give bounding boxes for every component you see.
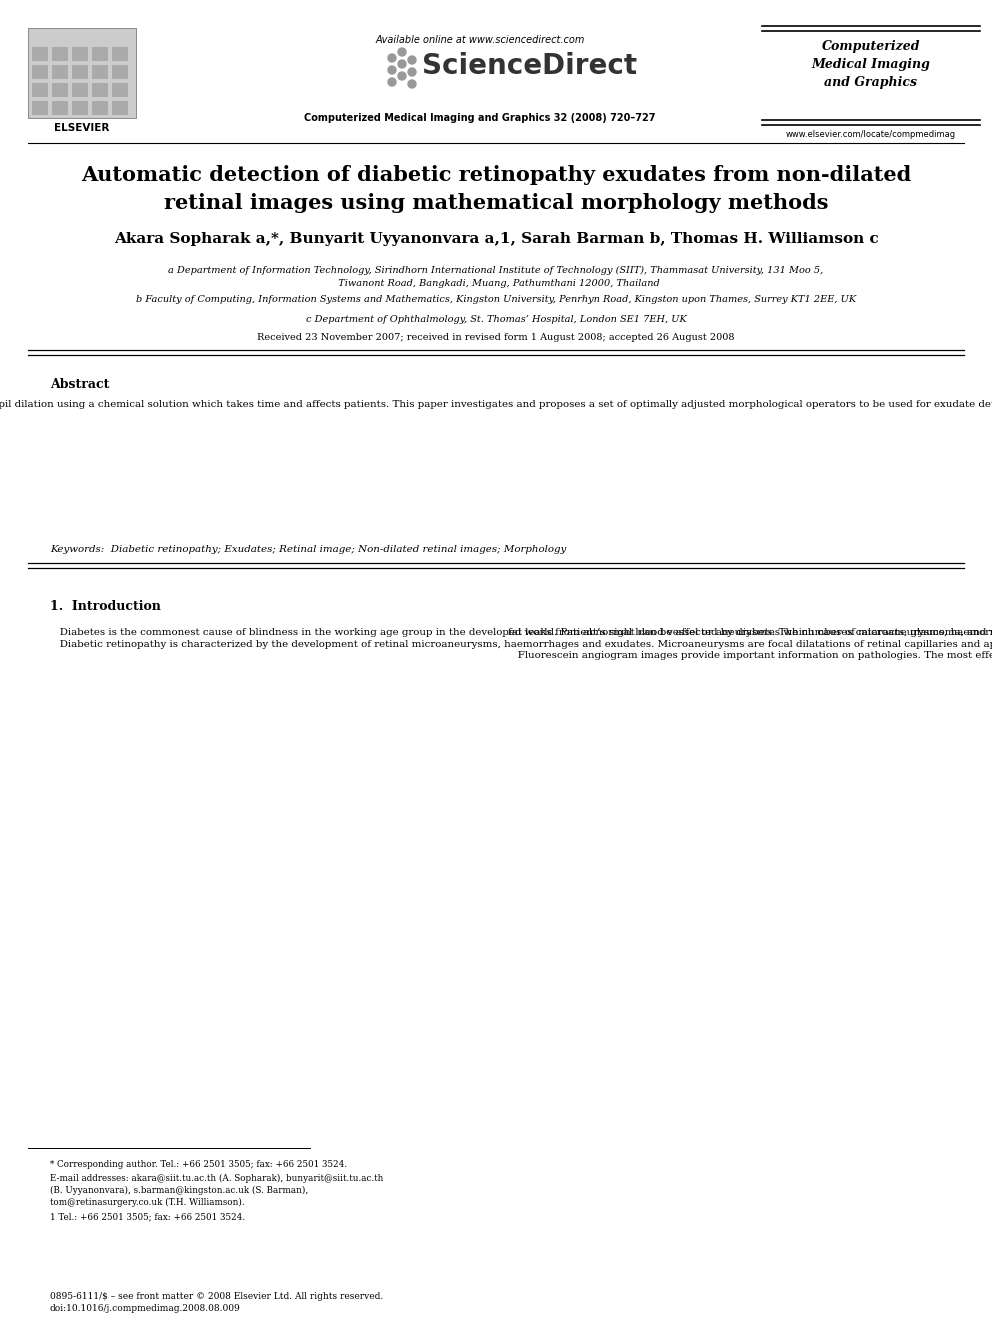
Text: Computerized
Medical Imaging
and Graphics: Computerized Medical Imaging and Graphic… [811, 40, 930, 89]
Bar [52, 83, 68, 97]
Bar [92, 65, 108, 79]
Text: a Department of Information Technology, Sirindhorn International Institute of Te: a Department of Information Technology, … [169, 266, 823, 287]
Text: Akara Sopharak a,*, Bunyarit Uyyanonvara a,1, Sarah Barman b, Thomas H. Williams: Akara Sopharak a,*, Bunyarit Uyyanonvara… [114, 232, 878, 246]
Text: Diabetes is the commonest cause of blindness in the working age group in the dev: Diabetes is the commonest cause of blind… [50, 628, 992, 650]
Bar [92, 48, 108, 61]
Bar [52, 65, 68, 79]
Circle shape [388, 54, 396, 62]
Bar [112, 101, 128, 115]
Text: 1.  Introduction: 1. Introduction [50, 601, 161, 613]
Text: www.elsevier.com/locate/compmedimag: www.elsevier.com/locate/compmedimag [786, 130, 956, 139]
Bar [32, 48, 48, 61]
Circle shape [388, 66, 396, 74]
Text: Automatic detection of diabetic retinopathy exudates from non-dilated: Automatic detection of diabetic retinopa… [81, 165, 911, 185]
Bar [52, 48, 68, 61]
Bar [112, 65, 128, 79]
Text: ScienceDirect: ScienceDirect [422, 52, 637, 79]
Circle shape [388, 78, 396, 86]
Text: ELSEVIER: ELSEVIER [55, 123, 110, 134]
Bar [92, 101, 108, 115]
Bar [28, 28, 136, 118]
Text: retinal images using mathematical morphology methods: retinal images using mathematical morpho… [164, 193, 828, 213]
Bar [32, 101, 48, 115]
Text: 0895-6111/$ – see front matter © 2008 Elsevier Ltd. All rights reserved.
doi:10.: 0895-6111/$ – see front matter © 2008 El… [50, 1293, 383, 1312]
Text: Available online at www.sciencedirect.com: Available online at www.sciencedirect.co… [375, 34, 584, 45]
Text: tom@retinasurgery.co.uk (T.H. Williamson).: tom@retinasurgery.co.uk (T.H. Williamson… [50, 1199, 245, 1207]
Text: Abstract: Abstract [50, 378, 109, 392]
Bar [72, 48, 88, 61]
Text: fat leaks from abnormal blood vessel or aneurysms. The number of microaneurysms,: fat leaks from abnormal blood vessel or … [508, 628, 992, 660]
Text: 1 Tel.: +66 2501 3505; fax: +66 2501 3524.: 1 Tel.: +66 2501 3505; fax: +66 2501 352… [50, 1212, 245, 1221]
Text: * Corresponding author. Tel.: +66 2501 3505; fax: +66 2501 3524.: * Corresponding author. Tel.: +66 2501 3… [50, 1160, 347, 1170]
Circle shape [408, 79, 416, 89]
Text: (B. Uyyanonvara), s.barman@kingston.ac.uk (S. Barman),: (B. Uyyanonvara), s.barman@kingston.ac.u… [50, 1185, 309, 1195]
Bar [72, 101, 88, 115]
Text: Computerized Medical Imaging and Graphics 32 (2008) 720–727: Computerized Medical Imaging and Graphic… [305, 112, 656, 123]
Circle shape [398, 71, 406, 79]
Bar [112, 83, 128, 97]
Circle shape [408, 67, 416, 75]
Circle shape [398, 48, 406, 56]
Text: Received 23 November 2007; received in revised form 1 August 2008; accepted 26 A: Received 23 November 2007; received in r… [257, 333, 735, 343]
Bar [32, 65, 48, 79]
Bar [112, 48, 128, 61]
Text: c Department of Ophthalmology, St. Thomas’ Hospital, London SE1 7EH, UK: c Department of Ophthalmology, St. Thoma… [306, 315, 686, 324]
Text: E-mail addresses: akara@siit.tu.ac.th (A. Sopharak), bunyarit@siit.tu.ac.th: E-mail addresses: akara@siit.tu.ac.th (A… [50, 1174, 383, 1183]
Bar [32, 83, 48, 97]
Circle shape [408, 56, 416, 64]
Text: Keywords:  Diabetic retinopathy; Exudates; Retinal image; Non-dilated retinal im: Keywords: Diabetic retinopathy; Exudates… [50, 545, 566, 554]
Bar [72, 83, 88, 97]
Text: Diabetic retinopathy is a complication of diabetes that is caused by changes in : Diabetic retinopathy is a complication o… [0, 400, 992, 421]
Text: b Faculty of Computing, Information Systems and Mathematics, Kingston University: b Faculty of Computing, Information Syst… [136, 295, 856, 304]
Bar [72, 65, 88, 79]
Bar [52, 101, 68, 115]
Circle shape [398, 60, 406, 67]
Bar [92, 83, 108, 97]
